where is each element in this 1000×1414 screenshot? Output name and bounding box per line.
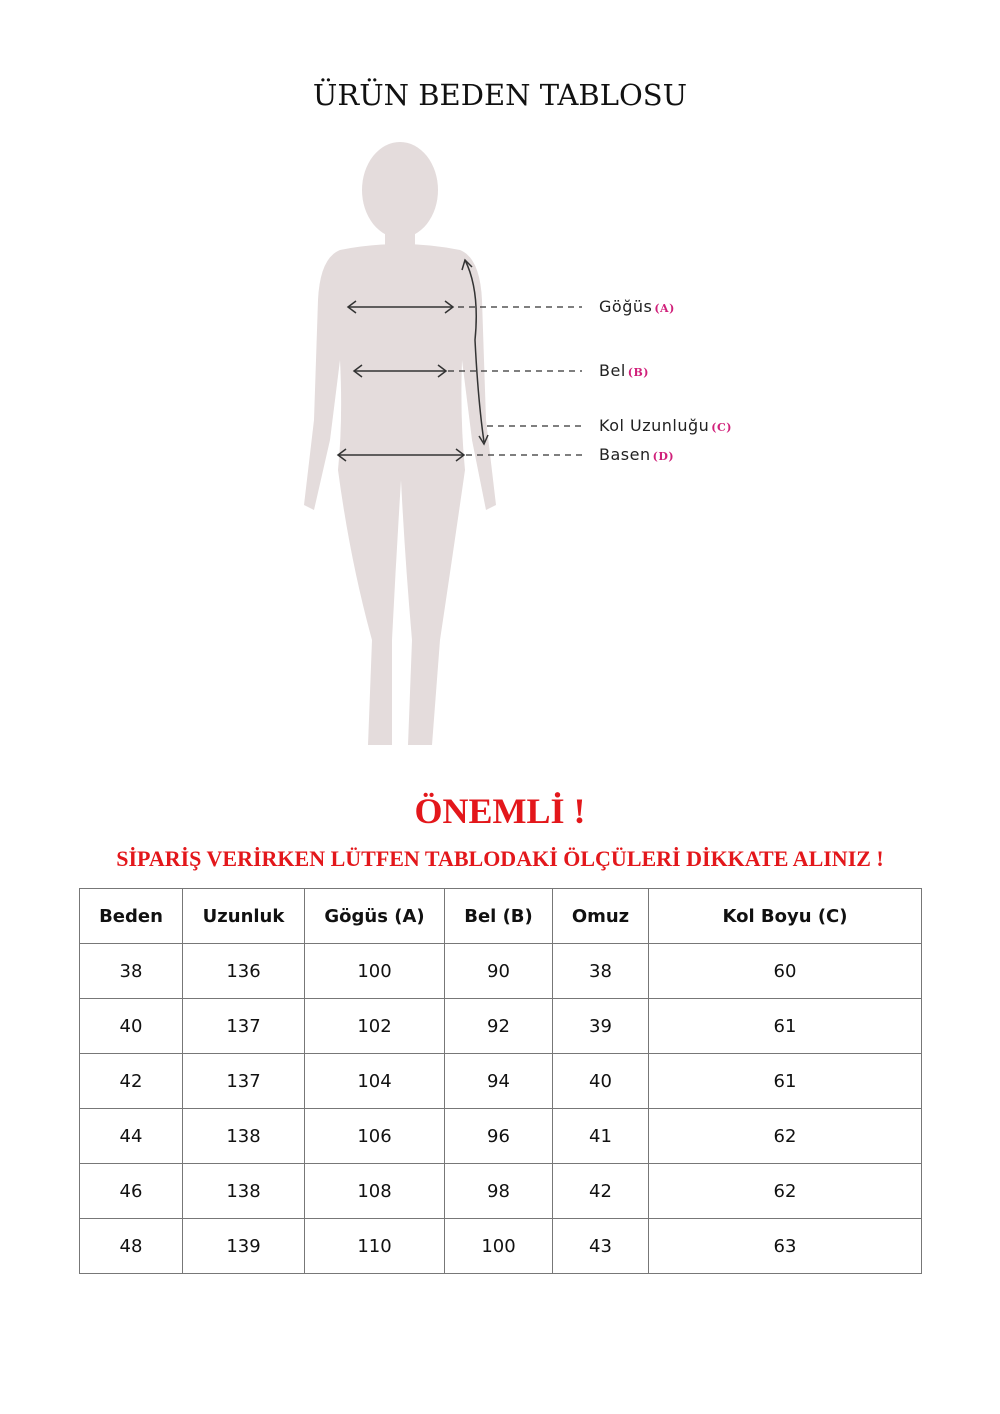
table-cell: 43	[552, 1218, 649, 1274]
table-cell: 46	[79, 1163, 183, 1219]
table-cell: 138	[182, 1108, 305, 1164]
column-header: Beden	[79, 888, 183, 944]
table-cell: 96	[444, 1108, 553, 1164]
table-cell: 42	[79, 1053, 183, 1109]
table-cell: 62	[648, 1163, 922, 1219]
table-cell: 38	[552, 943, 649, 999]
table-cell: 41	[552, 1108, 649, 1164]
table-cell: 100	[444, 1218, 553, 1274]
column-header: Omuz	[552, 888, 649, 944]
table-cell: 39	[552, 998, 649, 1054]
table-cell: 139	[182, 1218, 305, 1274]
important-heading: ÖNEMLİ !	[414, 791, 586, 831]
column-header: Kol Boyu (C)	[648, 888, 922, 944]
table-cell: 48	[79, 1218, 183, 1274]
table-cell: 63	[648, 1218, 922, 1274]
table-cell: 110	[304, 1218, 445, 1274]
column-header: Uzunluk	[182, 888, 305, 944]
table-cell: 60	[648, 943, 922, 999]
table-cell: 137	[182, 1053, 305, 1109]
column-header: Gögüs (A)	[304, 888, 445, 944]
table-row: 42 137 104 94 40 61	[79, 1053, 922, 1109]
notice-text: SİPARİŞ VERİRKEN LÜTFEN TABLODAKİ ÖLÇÜLE…	[116, 846, 884, 871]
table-cell: 137	[182, 998, 305, 1054]
body-silhouette	[304, 142, 584, 745]
table-cell: 102	[304, 998, 445, 1054]
table-row: 40 137 102 92 39 61	[79, 998, 922, 1054]
table-cell: 61	[648, 1053, 922, 1109]
page-title: ÜRÜN BEDEN TABLOSU	[312, 78, 688, 112]
table-cell: 100	[304, 943, 445, 999]
table-cell: 108	[304, 1163, 445, 1219]
label-gogus: Göğüs (A)	[599, 297, 675, 316]
table-cell: 42	[552, 1163, 649, 1219]
label-kol-uzunlugu: Kol Uzunluğu (C)	[599, 416, 732, 435]
table-cell: 62	[648, 1108, 922, 1164]
table-cell: 106	[304, 1108, 445, 1164]
label-basen: Basen (D)	[599, 445, 675, 464]
table-cell: 104	[304, 1053, 445, 1109]
table-cell: 92	[444, 998, 553, 1054]
table-cell: 61	[648, 998, 922, 1054]
table-cell: 98	[444, 1163, 553, 1219]
table-cell: 40	[552, 1053, 649, 1109]
table-cell: 38	[79, 943, 183, 999]
label-bel: Bel (B)	[599, 361, 649, 380]
table-cell: 44	[79, 1108, 183, 1164]
table-cell: 40	[79, 998, 183, 1054]
table-header-row: Beden Uzunluk Gögüs (A) Bel (B) Omuz Kol Boyu…	[79, 888, 922, 944]
column-header: Bel (B)	[444, 888, 553, 944]
table-cell: 138	[182, 1163, 305, 1219]
table-cell: 90	[444, 943, 553, 999]
table-row: 38 136 100 90 38 60	[79, 943, 922, 999]
table-row: 48 139 110 100 43 63	[79, 1218, 922, 1274]
size-table: Beden Uzunluk Gögüs (A) Bel (B) Omuz Kol Boyu…	[79, 888, 922, 1274]
table-cell: 136	[182, 943, 305, 999]
table-row: 46 138 108 98 42 62	[79, 1163, 922, 1219]
table-row: 44 138 106 96 41 62	[79, 1108, 922, 1164]
table-cell: 94	[444, 1053, 553, 1109]
